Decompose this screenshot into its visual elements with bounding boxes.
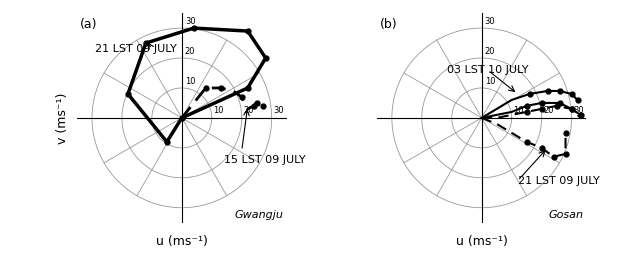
Text: 21 LST 09 JULY: 21 LST 09 JULY: [95, 44, 177, 54]
Text: 10: 10: [485, 77, 495, 86]
Text: 10: 10: [513, 106, 524, 115]
Text: Gosan: Gosan: [549, 210, 584, 220]
Text: 03 LST 10 JULY: 03 LST 10 JULY: [447, 65, 528, 75]
Text: 30: 30: [185, 17, 195, 26]
Text: 10: 10: [213, 106, 224, 115]
Text: 20: 20: [243, 106, 254, 115]
Text: 20: 20: [185, 47, 195, 56]
Text: u (ms⁻¹): u (ms⁻¹): [456, 235, 508, 248]
Text: (a): (a): [80, 18, 98, 31]
Text: v (ms⁻¹): v (ms⁻¹): [56, 92, 68, 144]
Text: 15 LST 09 JULY: 15 LST 09 JULY: [224, 155, 306, 165]
Text: 30: 30: [485, 17, 495, 26]
Text: (b): (b): [380, 18, 397, 31]
Text: 10: 10: [185, 77, 195, 86]
Text: 21 LST 09 JULY: 21 LST 09 JULY: [517, 176, 599, 186]
Text: 30: 30: [273, 106, 284, 115]
Text: 30: 30: [573, 106, 584, 115]
Text: 20: 20: [543, 106, 554, 115]
Text: 20: 20: [485, 47, 495, 56]
Text: Gwangju: Gwangju: [235, 210, 284, 220]
Text: u (ms⁻¹): u (ms⁻¹): [156, 235, 208, 248]
